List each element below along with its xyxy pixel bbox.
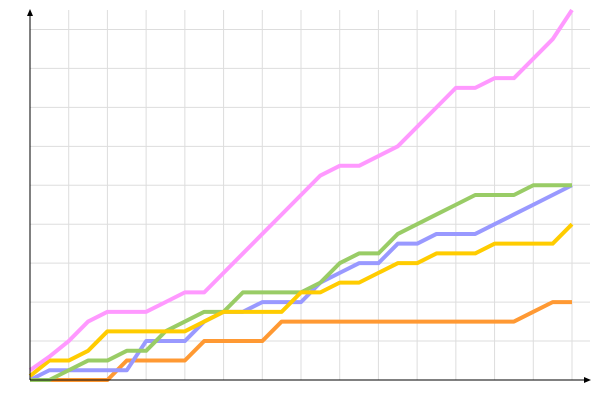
- series-line: [30, 300, 572, 382]
- series-line: [29, 183, 573, 382]
- series-line: [28, 222, 574, 378]
- x-axis-arrow: [584, 377, 591, 383]
- series-line: [28, 8, 574, 372]
- y-axis-arrow: [27, 9, 33, 16]
